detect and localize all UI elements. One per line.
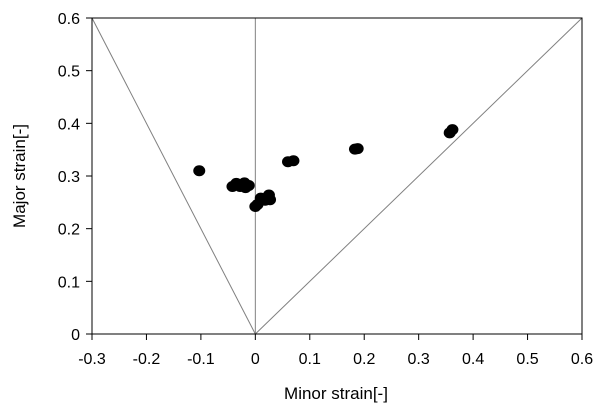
x-axis: -0.3 -0.2 -0.1 0 0.1 0.2 0.3 0.4 0.5 0.6 [78,334,593,368]
data-points [193,124,459,213]
x-tick-label: 0.2 [353,351,375,368]
x-tick-label: -0.3 [78,351,106,368]
x-tick-label: 0.5 [516,351,538,368]
data-point [264,194,277,206]
x-tick-label: -0.2 [133,351,161,368]
x-axis-title: Minor strain[-] [284,384,388,403]
data-point [287,155,300,167]
data-point [351,143,364,155]
y-tick-label: 0.4 [58,116,80,133]
data-point [446,124,459,136]
reference-line [91,17,256,335]
x-tick-label: 0.4 [462,351,484,368]
y-axis: 0 0.1 0.2 0.3 0.4 0.5 0.6 [58,11,92,344]
y-axis-title: Major strain[-] [10,124,29,228]
data-point [193,165,206,177]
reference-line [254,17,583,335]
y-tick-label: 0.5 [58,64,80,81]
data-point [242,179,255,191]
y-tick-label: 0.1 [58,274,80,291]
y-tick-label: 0.6 [58,11,80,28]
x-tick-label: 0.1 [299,351,321,368]
reference-lines [91,17,583,335]
y-tick-label: 0.2 [58,222,80,239]
x-tick-label: 0.6 [571,351,593,368]
plot-frame [91,17,583,335]
x-tick-label: 0 [251,351,260,368]
y-tick-label: 0 [71,327,80,344]
x-tick-label: 0.3 [408,351,430,368]
x-tick-label: -0.1 [187,351,215,368]
y-tick-label: 0.3 [58,169,80,186]
